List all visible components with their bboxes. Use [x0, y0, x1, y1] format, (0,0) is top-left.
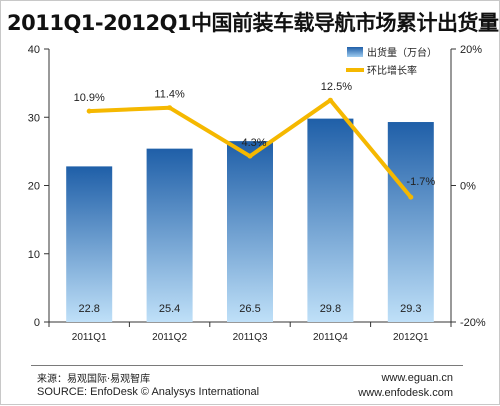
- bar: [146, 148, 193, 322]
- y-tick-label-right: 0%: [460, 181, 476, 193]
- growth-line: [86, 97, 414, 200]
- legend-label-line: 环比增长率: [367, 64, 417, 77]
- growth-value-label: -1.7%: [406, 176, 435, 188]
- source-en: SOURCE: EnfoDesk © Analysys Internationa…: [37, 386, 260, 398]
- growth-point: [247, 153, 253, 159]
- x-tick-label: 2011Q3: [233, 332, 268, 343]
- growth-point: [408, 194, 414, 200]
- growth-value-label: 10.9%: [74, 92, 105, 104]
- bar-value-label: 22.8: [78, 303, 99, 315]
- bar-value-label: 26.5: [239, 303, 260, 315]
- bar: [227, 141, 273, 322]
- y-tick-label-left: 40: [28, 44, 40, 56]
- y-tick-label-left: 0: [34, 317, 40, 329]
- growth-value-label: 11.4%: [154, 89, 185, 101]
- x-tick-label: 2011Q1: [72, 332, 107, 343]
- growth-point: [86, 108, 92, 114]
- x-tick-label: 2012Q1: [393, 332, 429, 343]
- y-tick-label-right: -20%: [460, 317, 486, 329]
- bar: [387, 122, 434, 322]
- growth-point: [167, 105, 173, 111]
- x-tick-label: 2011Q4: [313, 332, 348, 343]
- legend-label-bar: 出货量（万台）: [367, 46, 437, 59]
- legend: 出货量（万台） 环比增长率: [346, 46, 437, 77]
- y-tick-label-right: 20%: [460, 44, 482, 56]
- website-link-enfodesk[interactable]: www.enfodesk.com: [358, 387, 453, 399]
- x-tick-label: 2011Q2: [152, 332, 187, 343]
- bar-value-label: 29.8: [320, 303, 341, 315]
- y-tick-label-left: 20: [28, 181, 40, 193]
- chart-title: 2011Q1-2012Q1中国前装车载导航市场累计出货量: [7, 11, 499, 35]
- bars: [66, 118, 434, 323]
- growth-value-label: 4.3%: [241, 137, 266, 149]
- website-link-eguan[interactable]: www.eguan.cn: [381, 372, 453, 384]
- axes: 0 10 20 30 40 -20% 0% 20% 2011Q1 2011Q2 2011Q3 2011…: [28, 44, 486, 343]
- bar-value-label: 29.3: [400, 303, 421, 315]
- y-tick-label-left: 10: [28, 249, 40, 261]
- growth-point: [327, 97, 333, 103]
- legend-swatch-bar: [347, 47, 363, 57]
- bar-value-label: 25.4: [159, 303, 180, 315]
- growth-value-label: 12.5%: [321, 81, 352, 93]
- data-labels: 22.8 25.4 26.5 29.8 29.3 10.9% 11.4% 4.3% 12.5% -…: [74, 81, 436, 315]
- y-tick-label-left: 30: [28, 112, 40, 124]
- source-cn: 来源：易观国际·易观智库: [37, 374, 151, 385]
- bar: [66, 166, 113, 322]
- bar: [307, 118, 354, 323]
- footer-divider: [31, 365, 463, 366]
